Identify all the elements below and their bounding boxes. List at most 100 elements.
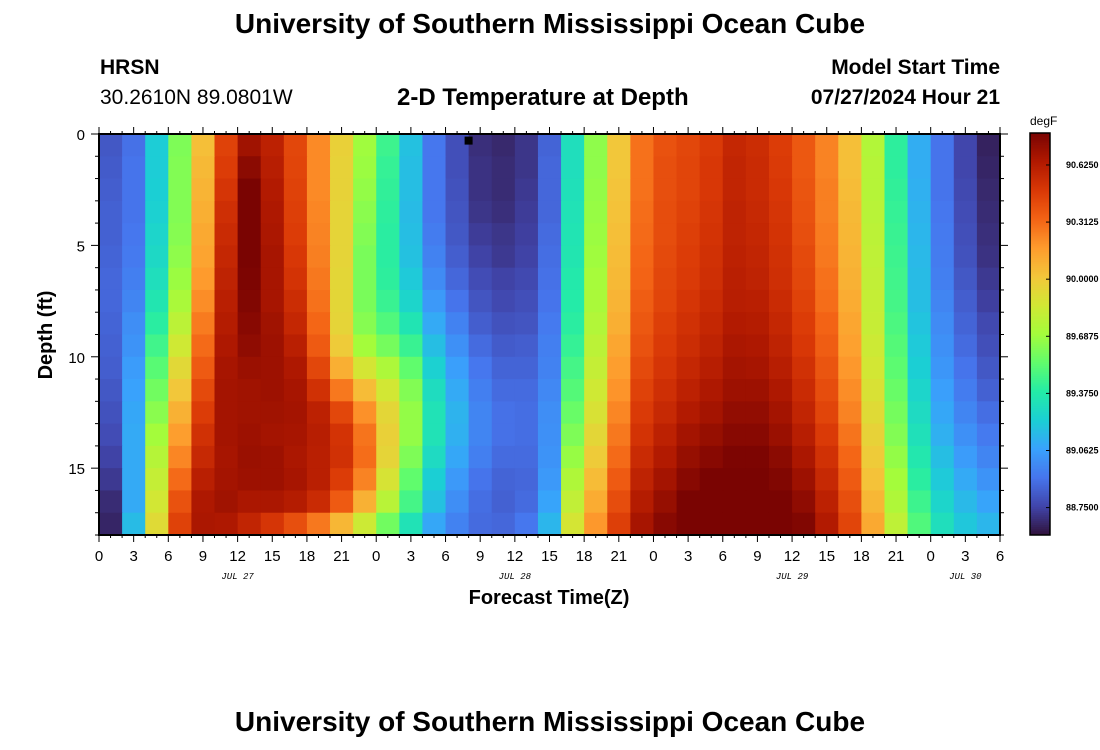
heatmap-cell <box>330 401 354 425</box>
colorbar-segment <box>1030 289 1050 293</box>
heatmap-cell <box>792 334 816 358</box>
heatmap-cell <box>884 156 909 180</box>
heatmap-cell <box>468 312 493 336</box>
colorbar-segment <box>1030 422 1050 425</box>
heatmap-cell <box>168 200 193 224</box>
heatmap-cell <box>122 512 146 536</box>
colorbar-segment <box>1030 364 1050 367</box>
heatmap-cell <box>145 223 169 246</box>
heatmap-cell <box>861 379 886 402</box>
heatmap-cell <box>907 178 932 202</box>
heatmap-cell <box>422 312 447 336</box>
heatmap-cell <box>953 223 978 246</box>
colorbar-segment <box>1030 458 1050 462</box>
heatmap-cell <box>861 423 886 447</box>
heatmap-cell <box>191 356 216 380</box>
heatmap-cell <box>976 289 1001 313</box>
heatmap-cell <box>607 156 631 180</box>
heatmap-cell <box>699 178 724 202</box>
heatmap-cell <box>584 379 608 402</box>
colorbar-segment <box>1030 336 1050 339</box>
colorbar-segment <box>1030 305 1050 309</box>
heatmap-cell <box>537 379 562 402</box>
heatmap-cell <box>537 178 562 202</box>
heatmap-cell <box>768 312 793 336</box>
heatmap-cell <box>907 200 932 224</box>
heatmap-cell <box>399 490 424 514</box>
heatmap-cell <box>768 334 793 358</box>
heatmap-cell <box>514 178 539 202</box>
heatmap-cell <box>376 512 400 536</box>
heatmap-cell <box>491 356 516 380</box>
heatmap-cell <box>630 490 655 514</box>
heatmap-cell <box>260 134 285 157</box>
heatmap-cell <box>653 312 678 336</box>
heatmap-cell <box>191 490 216 514</box>
heatmap-cell <box>491 134 516 157</box>
colorbar-segment <box>1030 195 1050 198</box>
heatmap-cell <box>376 267 400 291</box>
heatmap-cell <box>306 490 331 514</box>
heatmap-cell <box>468 267 493 291</box>
heatmap-cell <box>353 245 377 269</box>
heatmap-cell <box>537 156 562 180</box>
colorbar-segment <box>1030 205 1050 208</box>
heatmap-cell <box>237 423 262 447</box>
heatmap-cell <box>861 445 886 469</box>
heatmap-cell <box>953 445 978 469</box>
heatmap-cell <box>537 267 562 291</box>
heatmap-cell <box>676 289 701 313</box>
heatmap-cell <box>884 200 909 224</box>
heatmap-cell <box>745 334 770 358</box>
heatmap-cell <box>99 401 123 425</box>
heatmap-cell <box>283 178 308 202</box>
colorbar-segment <box>1030 277 1050 281</box>
heatmap-cell <box>468 156 493 180</box>
heatmap-cell <box>537 289 562 313</box>
heatmap-cell <box>884 245 909 269</box>
colorbar-segment <box>1030 241 1050 245</box>
heatmap-cell <box>607 468 631 492</box>
heatmap-cell <box>283 156 308 180</box>
heatmap-cell <box>676 512 701 536</box>
heatmap-cell <box>838 267 862 291</box>
heatmap-cell <box>399 156 424 180</box>
colorbar-segment <box>1030 321 1050 325</box>
heatmap-cell <box>745 312 770 336</box>
heatmap-cell <box>99 245 123 269</box>
heatmap-cell <box>861 401 886 425</box>
heatmap-cell <box>445 134 470 157</box>
heatmap-cell <box>237 289 262 313</box>
heatmap-cell <box>145 200 169 224</box>
heatmap-cell <box>237 156 262 180</box>
heatmap-cell <box>838 178 862 202</box>
colorbar-segment <box>1030 372 1050 375</box>
heatmap-cell <box>422 423 447 447</box>
heatmap-cell <box>815 156 839 180</box>
colorbar-segment <box>1030 267 1050 271</box>
x-tick-label: 9 <box>199 548 207 565</box>
heatmap-cell <box>237 312 262 336</box>
colorbar-segment <box>1030 438 1050 442</box>
heatmap-cell <box>861 223 886 246</box>
date-label: JUL 28 <box>499 572 532 582</box>
heatmap-cell <box>953 289 978 313</box>
heatmap-cell <box>745 245 770 269</box>
heatmap-cell <box>491 490 516 514</box>
heatmap-cell <box>330 356 354 380</box>
heatmap-cell <box>838 134 862 157</box>
heatmap-cell <box>122 312 146 336</box>
heatmap-cell <box>422 512 447 536</box>
heatmap-cell <box>976 379 1001 402</box>
heatmap-cell <box>191 267 216 291</box>
heatmap-cell <box>792 200 816 224</box>
colorbar-segment <box>1030 524 1050 528</box>
colorbar-segment <box>1030 390 1050 393</box>
heatmap-cell <box>237 178 262 202</box>
heatmap-cell <box>768 245 793 269</box>
heatmap-cell <box>191 312 216 336</box>
heatmap-cell <box>260 200 285 224</box>
colorbar-segment <box>1030 237 1050 241</box>
heatmap-cell <box>330 223 354 246</box>
colorbar-segment <box>1030 508 1050 512</box>
